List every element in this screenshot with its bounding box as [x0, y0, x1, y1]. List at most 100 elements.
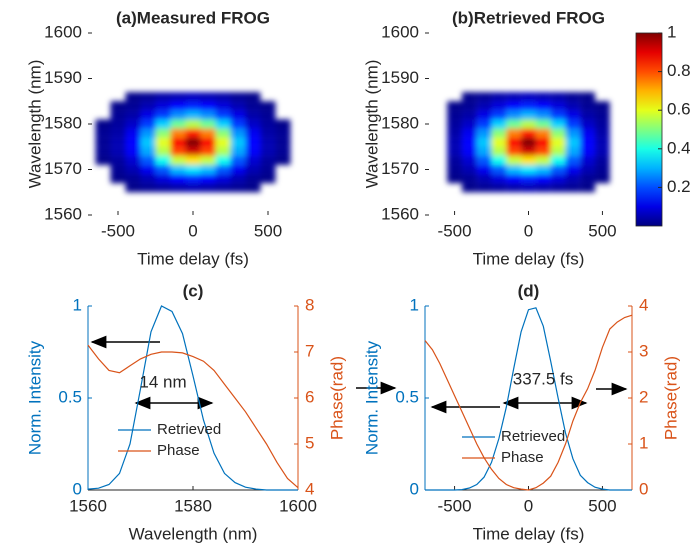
heatmap-cell: [245, 155, 261, 165]
heatmap-cell: [491, 164, 507, 175]
x-axis-label: Time delay (fs): [137, 249, 249, 268]
heatmap-cell: [260, 174, 276, 184]
heatmap-cell: [535, 119, 551, 129]
heatmap-cell: [580, 146, 596, 156]
heatmap-cell: [476, 164, 492, 175]
y-tick-label: 0: [410, 479, 419, 498]
legend-label: Phase: [501, 449, 544, 466]
heatmap-cell: [565, 110, 581, 120]
panel-title: (d): [518, 281, 540, 300]
heatmap: [447, 92, 610, 193]
heatmap-cell: [200, 110, 216, 120]
heatmap-cell: [506, 183, 522, 193]
heatmap-cell: [185, 119, 201, 129]
heatmap-cell: [245, 183, 261, 193]
heatmap-cell: [170, 164, 186, 175]
y2-tick-label: 5: [305, 433, 314, 452]
panel-title: (b)Retrieved FROG: [452, 8, 605, 27]
heatmap-cell: [185, 174, 201, 184]
heatmap-cell: [447, 137, 462, 147]
heatmap-cell: [125, 92, 141, 102]
y-tick-label: 1560: [44, 204, 82, 223]
heatmap-cell: [535, 110, 551, 120]
heatmap-cell: [447, 155, 462, 165]
y2-tick-label: 0: [639, 479, 648, 498]
heatmap-cell: [110, 155, 126, 165]
heatmap-cell: [447, 119, 462, 129]
heatmap-cell: [95, 128, 111, 138]
heatmap-cell: [461, 137, 477, 147]
y-tick-label: 1570: [44, 159, 82, 178]
heatmap-cell: [215, 183, 231, 193]
heatmap-cell: [521, 174, 536, 184]
heatmap-cell: [95, 155, 111, 165]
x-axis-label: Time delay (fs): [473, 524, 585, 543]
heatmap-cell: [476, 155, 492, 165]
heatmap-cell: [506, 92, 522, 102]
heatmap-cell: [110, 146, 126, 156]
heatmap-cell: [476, 146, 492, 156]
heatmap-cell: [506, 174, 522, 184]
heatmap-cell: [550, 174, 566, 184]
panel-title: (c): [183, 281, 204, 300]
y2-tick-label: 3: [639, 341, 648, 360]
heatmap-cell: [170, 92, 186, 102]
heatmap-cell: [110, 101, 126, 111]
heatmap-cell: [230, 92, 246, 102]
heatmap-cell: [447, 110, 462, 120]
x-tick-label: 0: [524, 496, 533, 515]
colorbar-tick-label: 0.6: [667, 100, 690, 119]
colorbar: [635, 32, 663, 227]
heatmap-cell: [185, 183, 201, 193]
heatmap-cell: [200, 128, 216, 138]
y-tick-label: 0: [73, 479, 82, 498]
heatmap-cell: [260, 164, 276, 175]
legend-label: Phase: [157, 442, 200, 459]
heatmap-cell: [140, 128, 156, 138]
heatmap-cell: [447, 128, 462, 138]
heatmap-cell: [595, 146, 610, 156]
heatmap-cell: [275, 155, 291, 165]
heatmap-cell: [230, 119, 246, 129]
heatmap-cell: [245, 92, 261, 102]
heatmap-cell: [230, 164, 246, 175]
series-line: [87, 305, 298, 491]
heatmap-cell: [550, 92, 566, 102]
heatmap-cell: [565, 174, 581, 184]
heatmap-cell: [215, 101, 231, 111]
y-tick-label: 1: [410, 295, 419, 314]
annotation: 337.5 fs: [513, 369, 574, 388]
heatmap-cell: [125, 164, 141, 175]
heatmap-cell: [580, 174, 596, 184]
y-axis-label: Norm. Intensity: [362, 340, 381, 455]
heatmap-cell: [565, 128, 581, 138]
heatmap-cell: [260, 128, 276, 138]
heatmap-cell: [491, 110, 507, 120]
heatmap-cell: [230, 101, 246, 111]
heatmap-cell: [476, 183, 492, 193]
heatmap-cell: [461, 92, 477, 102]
heatmap-cell: [550, 164, 566, 175]
heatmap-cell: [260, 146, 276, 156]
y2-tick-label: 1: [639, 433, 648, 452]
heatmap-cell: [535, 128, 551, 138]
heatmap-cell: [245, 137, 261, 147]
x-tick-label: -500: [101, 221, 135, 240]
heatmap-cell: [447, 164, 462, 175]
heatmap-cell: [170, 101, 186, 111]
y2-tick-label: 2: [639, 387, 648, 406]
heatmap-cell: [215, 164, 231, 175]
heatmap-cell: [125, 101, 141, 111]
heatmap-cell: [580, 164, 596, 175]
heatmap-cell: [155, 146, 171, 156]
heatmap-cell: [476, 128, 492, 138]
heatmap-cell: [200, 101, 216, 111]
heatmap-cell: [125, 174, 141, 184]
heatmap-cell: [595, 119, 610, 129]
heatmap-cell: [110, 174, 126, 184]
heatmap-cell: [200, 174, 216, 184]
colorbar-tick-label: 0.2: [667, 177, 690, 196]
heatmap-cell: [447, 146, 462, 156]
series-line: [87, 344, 299, 489]
y2-tick-label: 4: [305, 479, 314, 498]
